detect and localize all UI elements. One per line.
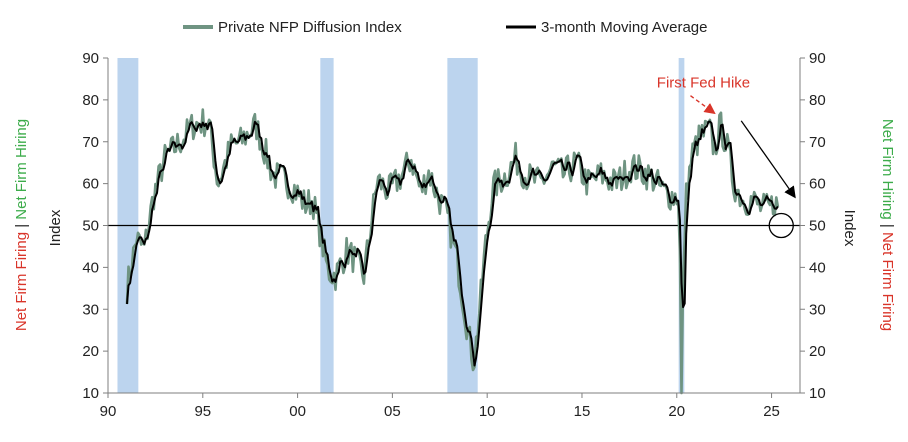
y-tick-label-right: 70 [809, 134, 826, 151]
left-label-firing: Net Firm Firing [13, 232, 30, 331]
y-axis-title-left: Index [47, 209, 64, 246]
y-tick-label-left: 70 [82, 134, 99, 151]
y-axis-title-right: Index [841, 210, 858, 247]
y-tick-label-left: 10 [82, 385, 99, 402]
right-label-separator: | [879, 220, 896, 232]
x-tick-label: 90 [100, 403, 117, 420]
y-tick-label-right: 10 [809, 385, 826, 402]
x-tick-label: 15 [574, 403, 591, 420]
y-tick-label-left: 20 [82, 343, 99, 360]
y-tick-label-left: 40 [82, 259, 99, 276]
series-lines [125, 108, 780, 395]
x-tick-label: 05 [384, 403, 401, 420]
left-side-label: Net Firm Firing | Net Firm Hiring [13, 119, 30, 331]
trend-arrow [740, 120, 796, 199]
annotation-first-fed-hike: First Fed Hike [657, 74, 750, 91]
y-tick-label-left: 30 [82, 301, 99, 318]
right-label-firing: Net Firm Firing [879, 232, 896, 331]
y-tick-label-left: 60 [82, 176, 99, 193]
x-tick-label: 25 [763, 403, 780, 420]
x-tick-label: 95 [194, 403, 211, 420]
y-tick-label-right: 30 [809, 301, 826, 318]
y-tick-label-right: 40 [809, 259, 826, 276]
x-tick-label: 00 [289, 403, 306, 420]
highlight-circle [768, 212, 794, 239]
x-tick-label: 10 [479, 403, 496, 420]
x-tick-label: 20 [668, 403, 685, 420]
y-tick-label-right: 60 [809, 176, 826, 193]
series-line-moving-average [126, 120, 779, 367]
legend-label-ma: 3-month Moving Average [541, 19, 708, 36]
y-tick-label-right: 50 [809, 218, 826, 235]
legend: Private NFP Diffusion Index 3-month Movi… [183, 19, 708, 36]
annotation-arrow [690, 95, 716, 115]
y-tick-label-left: 80 [82, 92, 99, 109]
right-label-hiring: Net Firm Hiring [879, 119, 896, 220]
y-tick-label-left: 50 [82, 218, 99, 235]
y-tick-label-right: 80 [809, 92, 826, 109]
annotations: First Fed Hike [657, 74, 796, 239]
legend-label-raw: Private NFP Diffusion Index [218, 19, 402, 36]
y-tick-label-right: 90 [809, 50, 826, 67]
y-tick-label-right: 20 [809, 343, 826, 360]
left-label-hiring: Net Firm Hiring [13, 119, 30, 220]
left-label-separator: | [13, 220, 30, 232]
right-side-label: Net Firm Hiring | Net Firm Firing [879, 119, 896, 331]
y-tick-label-left: 90 [82, 50, 99, 67]
